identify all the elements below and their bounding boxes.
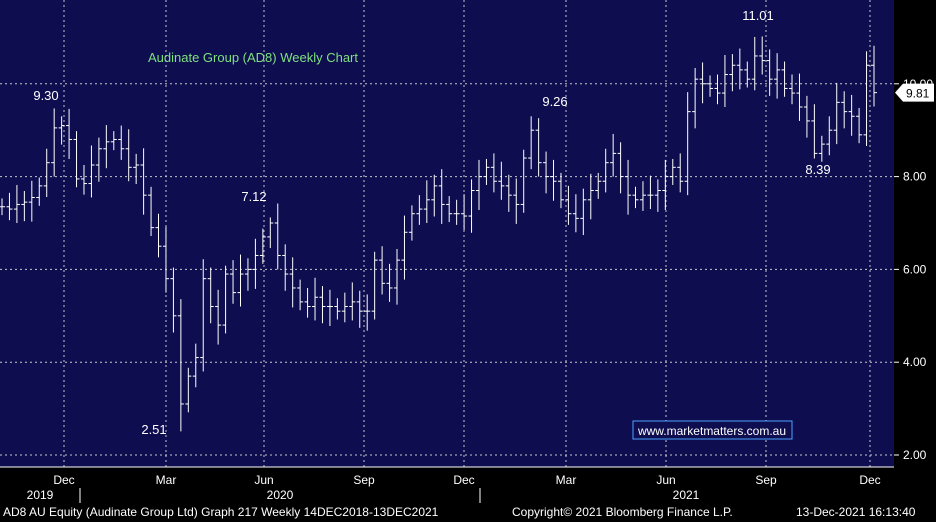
price-annotation: 9.26 [542, 94, 567, 109]
x-year-label: 2020 [267, 488, 294, 502]
y-tick-label: 8.00 [903, 170, 927, 184]
security-info: AD8 AU Equity (Audinate Group Ltd) Graph… [3, 505, 439, 519]
x-tick-label: Dec [453, 473, 474, 487]
chart-title: Audinate Group (AD8) Weekly Chart [148, 50, 358, 65]
last-price-label: 9.81 [906, 87, 930, 101]
x-axis-panel [0, 467, 936, 503]
x-year-label: 2019 [27, 488, 54, 502]
y-tick-label: 2.00 [903, 448, 927, 462]
ohlc-series [0, 36, 877, 432]
x-tick-label: Sep [755, 473, 777, 487]
x-tick-label: Jun [656, 473, 675, 487]
last-price-tag [895, 83, 934, 102]
y-tick-label: 4.00 [903, 355, 927, 369]
x-tick-label: Mar [556, 473, 577, 487]
plot-area [0, 0, 894, 467]
watermark-text: www.marketmatters.com.au [637, 424, 786, 438]
y-tick-label: 6.00 [903, 262, 927, 276]
timestamp-text: 13-Dec-2021 16:13:40 [796, 505, 916, 519]
y-axis-panel [894, 0, 936, 467]
x-tick-label: Jun [254, 473, 273, 487]
price-annotation: 2.51 [141, 422, 166, 437]
status-footer: AD8 AU Equity (Audinate Group Ltd) Graph… [0, 503, 936, 522]
price-annotation: 7.12 [241, 189, 266, 204]
x-tick-label: Mar [156, 473, 177, 487]
x-tick-label: Dec [859, 473, 880, 487]
watermark-box [632, 420, 793, 440]
copyright-text: Copyright© 2021 Bloomberg Finance L.P. [512, 505, 733, 519]
x-year-label: 2021 [673, 488, 700, 502]
price-annotation: 9.30 [33, 88, 58, 103]
price-annotation: 11.01 [742, 8, 774, 23]
x-tick-label: Sep [353, 473, 375, 487]
price-annotation: 8.39 [805, 162, 830, 177]
x-tick-label: Dec [53, 473, 74, 487]
